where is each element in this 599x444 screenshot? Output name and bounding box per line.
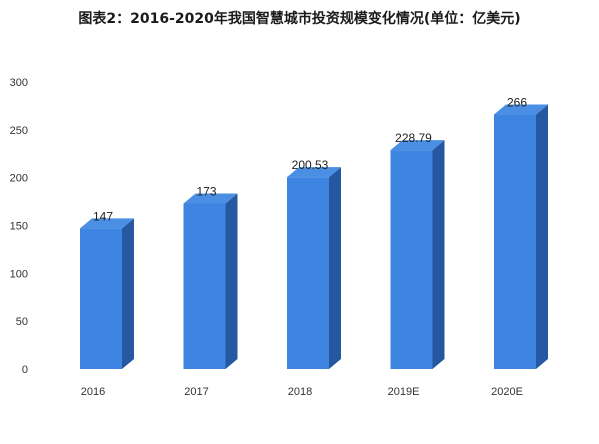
x-tick-label: 2018 (288, 386, 312, 398)
bar-top (80, 218, 134, 229)
bar (390, 150, 433, 369)
bar (80, 228, 122, 369)
x-tick-label: 2019E (388, 386, 420, 398)
bar-side (225, 193, 238, 369)
data-label: 228.79 (395, 131, 432, 145)
y-tick-label: 150 (10, 221, 28, 233)
bar (287, 177, 329, 369)
bar-top (390, 140, 445, 151)
x-tick-label: 2020E (491, 386, 523, 398)
y-tick-label: 50 (16, 316, 28, 328)
bar-side (329, 167, 341, 369)
y-tick-label: 250 (10, 125, 28, 137)
x-tick-label: 2017 (184, 386, 208, 398)
y-tick-label: 200 (10, 173, 28, 185)
bar-side (536, 104, 548, 369)
chart-title: 图表2：2016-2020年我国智慧城市投资规模变化情况(单位：亿美元) (78, 11, 521, 27)
bar-top (494, 104, 548, 115)
x-tick-label: 2016 (81, 386, 105, 398)
bar-top (183, 193, 238, 204)
y-tick-label: 300 (10, 77, 28, 89)
bar-top (287, 167, 341, 178)
y-tick-label: 0 (22, 364, 28, 376)
data-label: 147 (93, 209, 113, 223)
bar-side (122, 218, 134, 369)
data-label: 200.53 (292, 158, 329, 172)
data-label: 266 (507, 96, 527, 110)
bar (183, 203, 226, 369)
bar (494, 114, 536, 369)
data-label: 173 (196, 184, 216, 198)
bar-side (432, 140, 445, 369)
y-tick-label: 100 (10, 268, 28, 280)
